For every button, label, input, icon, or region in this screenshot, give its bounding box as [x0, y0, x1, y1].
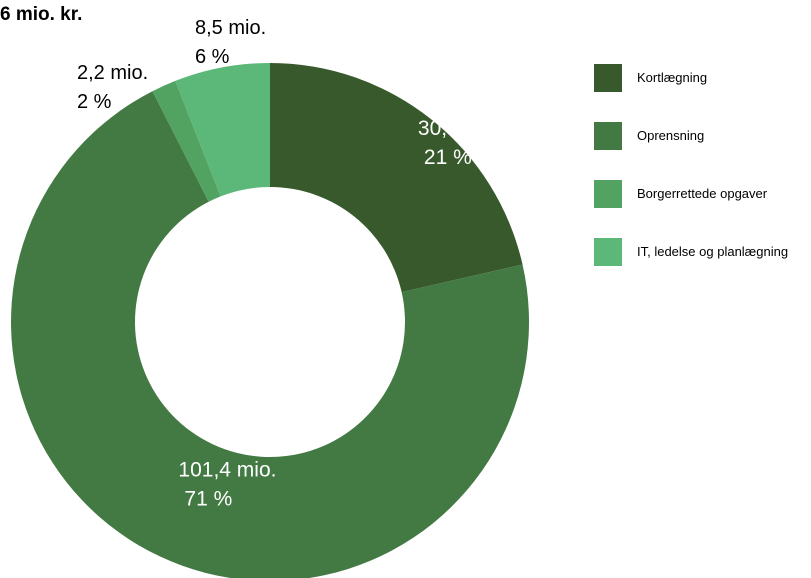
slice-value-label: 8,5 mio.: [195, 17, 266, 39]
legend-item: Borgerrettede opgaver: [594, 180, 811, 208]
legend-item: IT, ledelse og planlægning: [594, 238, 811, 266]
legend-swatch: [594, 122, 622, 150]
slice-percent-label: 6 %: [195, 46, 230, 68]
legend-swatch: [594, 180, 622, 208]
slice-value-label: 101,4 mio.: [178, 458, 276, 481]
slice-percent-label: 2 %: [77, 91, 112, 113]
legend-swatch: [594, 64, 622, 92]
slice-percent-label: 71 %: [184, 487, 232, 510]
legend-label: Oprensning: [637, 128, 705, 143]
legend-label: IT, ledelse og planlægning: [637, 244, 789, 259]
donut-labels: 30,6 mio. 21 % 101,4 mio. 71 % 2,2 mio. 2 % 8,…: [77, 17, 504, 510]
slice-3: [152, 80, 221, 202]
legend-swatch: [594, 238, 622, 266]
slice-percent-label: 21 %: [424, 146, 472, 169]
donut-slices: [11, 63, 529, 578]
legend-item: Kortlægning: [594, 64, 811, 92]
slice-2: [11, 91, 529, 578]
legend-label: Borgerrettede opgaver: [637, 186, 768, 201]
legend-item: Oprensning: [594, 122, 811, 150]
slice-value-label: 30,6 mio.: [418, 117, 504, 140]
legend-label: Kortlægning: [637, 70, 708, 85]
chart-title: 6 mio. kr.: [0, 4, 83, 25]
slice-4: [175, 63, 270, 197]
slice-1: [270, 63, 523, 293]
slice-value-label: 2,2 mio.: [77, 62, 148, 84]
